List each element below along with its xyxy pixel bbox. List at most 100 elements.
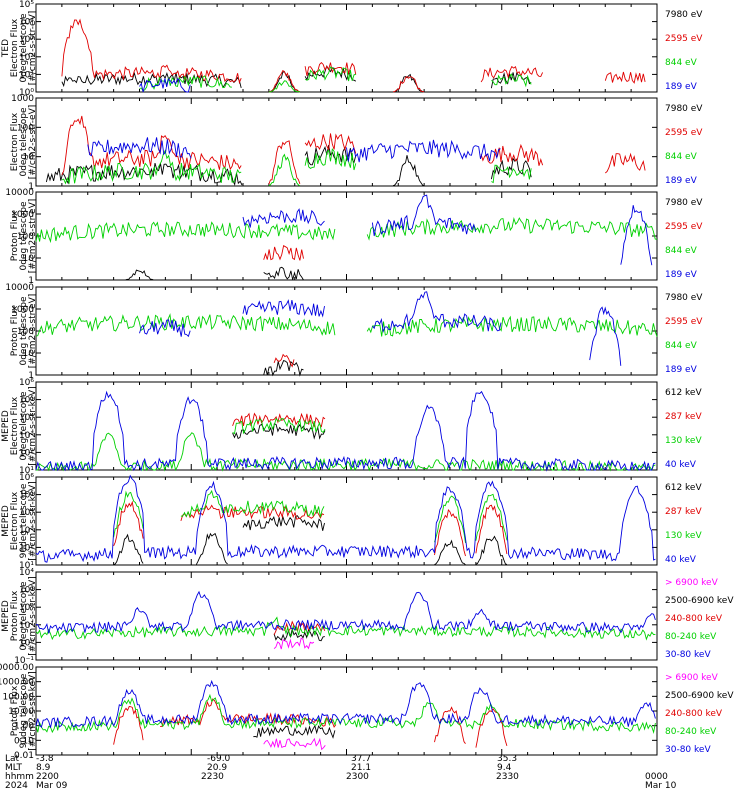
y-axis-label: Electron Flux <box>10 396 20 455</box>
y-tick-label: 10000.00 <box>0 663 34 673</box>
series-line-black <box>263 360 304 377</box>
y-tick-label: 10.00 <box>8 707 34 717</box>
y-axis-label: [#/cm2-s-str-keV] <box>28 386 38 465</box>
y-axis-label: Proton Flux <box>10 210 20 261</box>
legend-entry: 189 eV <box>665 270 698 280</box>
y-axis-label: [#/cm2-s-str-eV] <box>28 105 38 180</box>
y-axis-label: 0deg telescope <box>19 201 29 271</box>
y-tick-label: 10⁰ <box>19 88 34 98</box>
series-line-green <box>35 693 656 734</box>
series-line-red <box>263 245 304 261</box>
footer-lat-2: 37.7 <box>351 754 371 764</box>
y-axis-label: Proton Flux <box>10 590 20 641</box>
legend-entry: 2595 eV <box>665 222 703 232</box>
footer-axis: Lat MLT hhmm 2024 -3.8 -69.0 37.7 35.3 8… <box>5 754 677 791</box>
panel-6: 10¹ 10² 10³ 10⁴ 10⁵ 10⁶ MEPED Electron Flux 90de… <box>1 473 702 571</box>
series-line-green <box>35 616 656 641</box>
y-tick-label: 0.10 <box>14 736 34 746</box>
y-tick-label: 100 <box>17 327 34 337</box>
legend-entry: 287 keV <box>665 412 702 422</box>
y-tick-label: 10 <box>23 254 35 264</box>
panel-2: 1 10 100 1000 Electron Flux 0deg telescope [#/… <box>10 94 703 192</box>
y-tick-label: 1000 <box>11 94 34 104</box>
y-axis-label: 0deg telescope <box>19 107 29 177</box>
y-tick-label: 10⁶ <box>19 473 34 483</box>
footer-time-4: 0000 <box>645 772 668 782</box>
footer-lat-3: 35.3 <box>497 754 517 764</box>
y-tick-label: 1.00 <box>14 722 34 732</box>
footer-time-2: 2300 <box>346 772 369 782</box>
legend-entry: 2500-6900 keV <box>665 596 734 606</box>
y-tick-label: 10¹ <box>19 561 34 571</box>
y-axis-label: MEPED <box>1 505 11 537</box>
y-tick-label: 10³ <box>19 526 34 536</box>
legend-entry: 7980 eV <box>665 198 703 208</box>
legend-entry: 7980 eV <box>665 10 703 20</box>
series-line-green <box>35 216 658 244</box>
y-tick-label: 10² <box>19 603 34 613</box>
y-tick-label: 10000 <box>5 283 34 293</box>
y-tick-label: 10³ <box>19 35 34 45</box>
y-tick-label: 1000 <box>11 305 34 315</box>
y-axis-label: [#/cm2-s-str-eV] <box>28 11 38 86</box>
footer-label-hhmm: hhmm <box>5 772 34 782</box>
panel-4: 1 10 100 1000 10000 Proton Flux 0deg telescope… <box>5 283 703 381</box>
footer-mlt-2: 21.1 <box>351 763 371 773</box>
legend-entry: 2595 eV <box>665 128 703 138</box>
y-tick-label: 10⁶ <box>19 378 34 388</box>
y-tick-label: 10¹ <box>19 70 34 80</box>
series-line-blue <box>35 679 656 728</box>
y-axis-label: [#/cm2-s-str-keV] <box>28 481 38 560</box>
footer-mlt-1: 20.9 <box>207 763 227 773</box>
legend-entry: 240-800 keV <box>665 614 723 624</box>
legend-entry: 189 eV <box>665 365 698 375</box>
y-tick-label: 1000 <box>11 210 34 220</box>
y-axis-label: Electron Flux <box>10 18 20 77</box>
y-tick-label: 10³ <box>19 586 34 596</box>
y-axis-label: Electron Flux <box>10 491 20 550</box>
y-axis-label: [#/cm2-s-str-eV] <box>28 294 38 369</box>
y-axis-label: 0deg telescope <box>19 296 29 366</box>
y-tick-label: 10⁵ <box>19 0 34 10</box>
y-tick-label: 10⁰ <box>19 638 34 648</box>
y-axis-label: Proton Flux <box>10 305 20 356</box>
series-line-green <box>36 417 656 472</box>
footer-label-lat: Lat <box>5 754 20 764</box>
legend-entry: 40 keV <box>665 460 697 470</box>
footer-mlt-0: 8.9 <box>36 763 51 773</box>
y-tick-label: 10⁴ <box>19 413 34 423</box>
y-tick-label: 100 <box>17 123 34 133</box>
series-line-green <box>61 148 532 187</box>
y-tick-label: 100 <box>17 232 34 242</box>
y-tick-label: 10 <box>23 349 35 359</box>
y-tick-label: 10⁴ <box>19 568 34 578</box>
series-line-red <box>273 353 295 368</box>
y-tick-label: 10000 <box>5 188 34 198</box>
footer-label-mlt: MLT <box>5 763 23 773</box>
y-tick-label: 1 <box>28 276 34 286</box>
legend-entry: 7980 eV <box>665 293 703 303</box>
panel-7: 10⁻¹ 10⁰ 10¹ 10² 10³ 10⁴ MEPED Proton Flux 0deg … <box>1 568 734 666</box>
panel-frame <box>35 191 658 281</box>
panel-5: 10¹ 10² 10³ 10⁴ 10⁵ 10⁶ MEPED Electron Flux 0deg… <box>1 378 702 476</box>
legend-entry: 130 keV <box>665 436 702 446</box>
legend-entry: 2595 eV <box>665 34 703 44</box>
y-axis-label: 0deg telescope <box>19 391 29 461</box>
legend-entry: 30-80 keV <box>665 650 711 660</box>
legend-entry: 7980 eV <box>665 104 703 114</box>
y-tick-label: 100.00 <box>3 692 35 702</box>
legend-entry: > 6900 keV <box>665 578 719 588</box>
y-tick-label: 10¹ <box>19 466 34 476</box>
footer-lat-0: -3.8 <box>36 754 54 764</box>
footer-time-3: 2330 <box>496 772 519 782</box>
series-line-black <box>113 515 508 566</box>
legend-entry: 40 keV <box>665 555 697 565</box>
y-tick-label: 10² <box>19 53 34 63</box>
y-tick-label: 1 <box>28 182 34 192</box>
y-axis-label: [#/cm2-s-str-keV] <box>28 576 38 655</box>
legend-entry: 844 eV <box>665 246 698 256</box>
y-axis-label: TED <box>1 39 11 58</box>
series-line-green <box>139 66 532 93</box>
panel-1: 10⁰ 10¹ 10² 10³ 10⁴ 10⁵ TED Electron Flux 0deg t… <box>1 0 703 98</box>
